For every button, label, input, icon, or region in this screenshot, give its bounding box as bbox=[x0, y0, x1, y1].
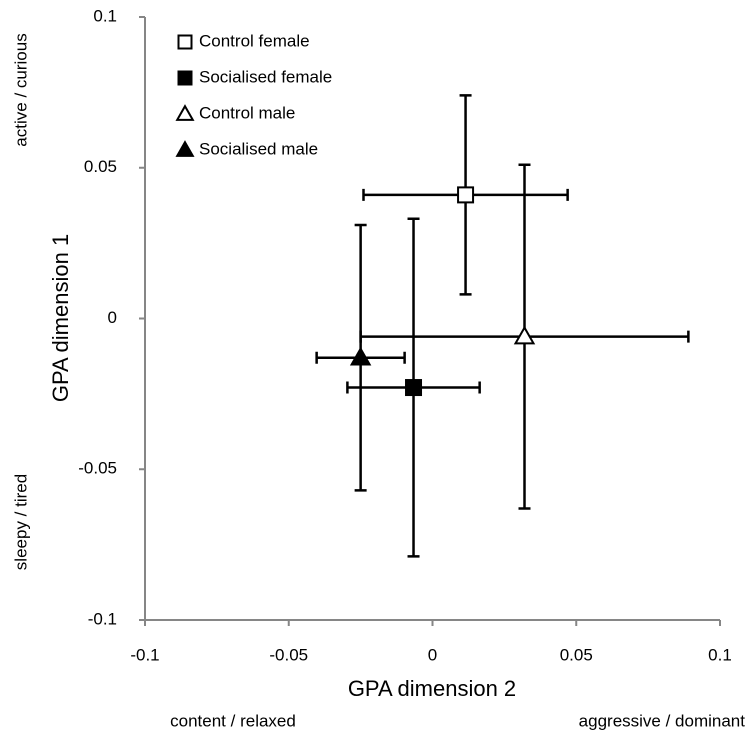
marker bbox=[457, 186, 475, 204]
annotation: aggressive / dominant bbox=[579, 711, 746, 730]
marker bbox=[405, 379, 423, 397]
x-tick-label: 0 bbox=[428, 645, 437, 664]
legend-label: Control female bbox=[199, 31, 310, 50]
y-tick-label: -0.05 bbox=[78, 459, 117, 478]
y-tick-label: 0 bbox=[108, 308, 117, 327]
marker bbox=[349, 346, 372, 366]
y-tick-label: -0.1 bbox=[88, 609, 117, 628]
legend-marker bbox=[175, 104, 195, 121]
y-tick-label: 0.05 bbox=[84, 157, 117, 176]
legend-marker bbox=[175, 140, 195, 157]
x-tick-label: 0.1 bbox=[708, 645, 732, 664]
annotation: sleepy / tired bbox=[11, 474, 30, 570]
y-axis-title: GPA dimension 1 bbox=[48, 234, 73, 402]
x-tick-label: -0.1 bbox=[130, 645, 159, 664]
x-axis-title: GPA dimension 2 bbox=[348, 676, 516, 701]
annotation: active / curious bbox=[11, 33, 30, 146]
y-tick-label: 0.1 bbox=[93, 6, 117, 25]
annotation: content / relaxed bbox=[170, 711, 296, 730]
legend-label: Control male bbox=[199, 103, 295, 122]
x-tick-label: 0.05 bbox=[560, 645, 593, 664]
legend-marker bbox=[177, 34, 193, 50]
legend-label: Socialised male bbox=[199, 139, 318, 158]
x-tick-label: -0.05 bbox=[269, 645, 308, 664]
marker bbox=[513, 325, 536, 345]
legend-label: Socialised female bbox=[199, 67, 332, 86]
legend-marker bbox=[177, 70, 193, 86]
